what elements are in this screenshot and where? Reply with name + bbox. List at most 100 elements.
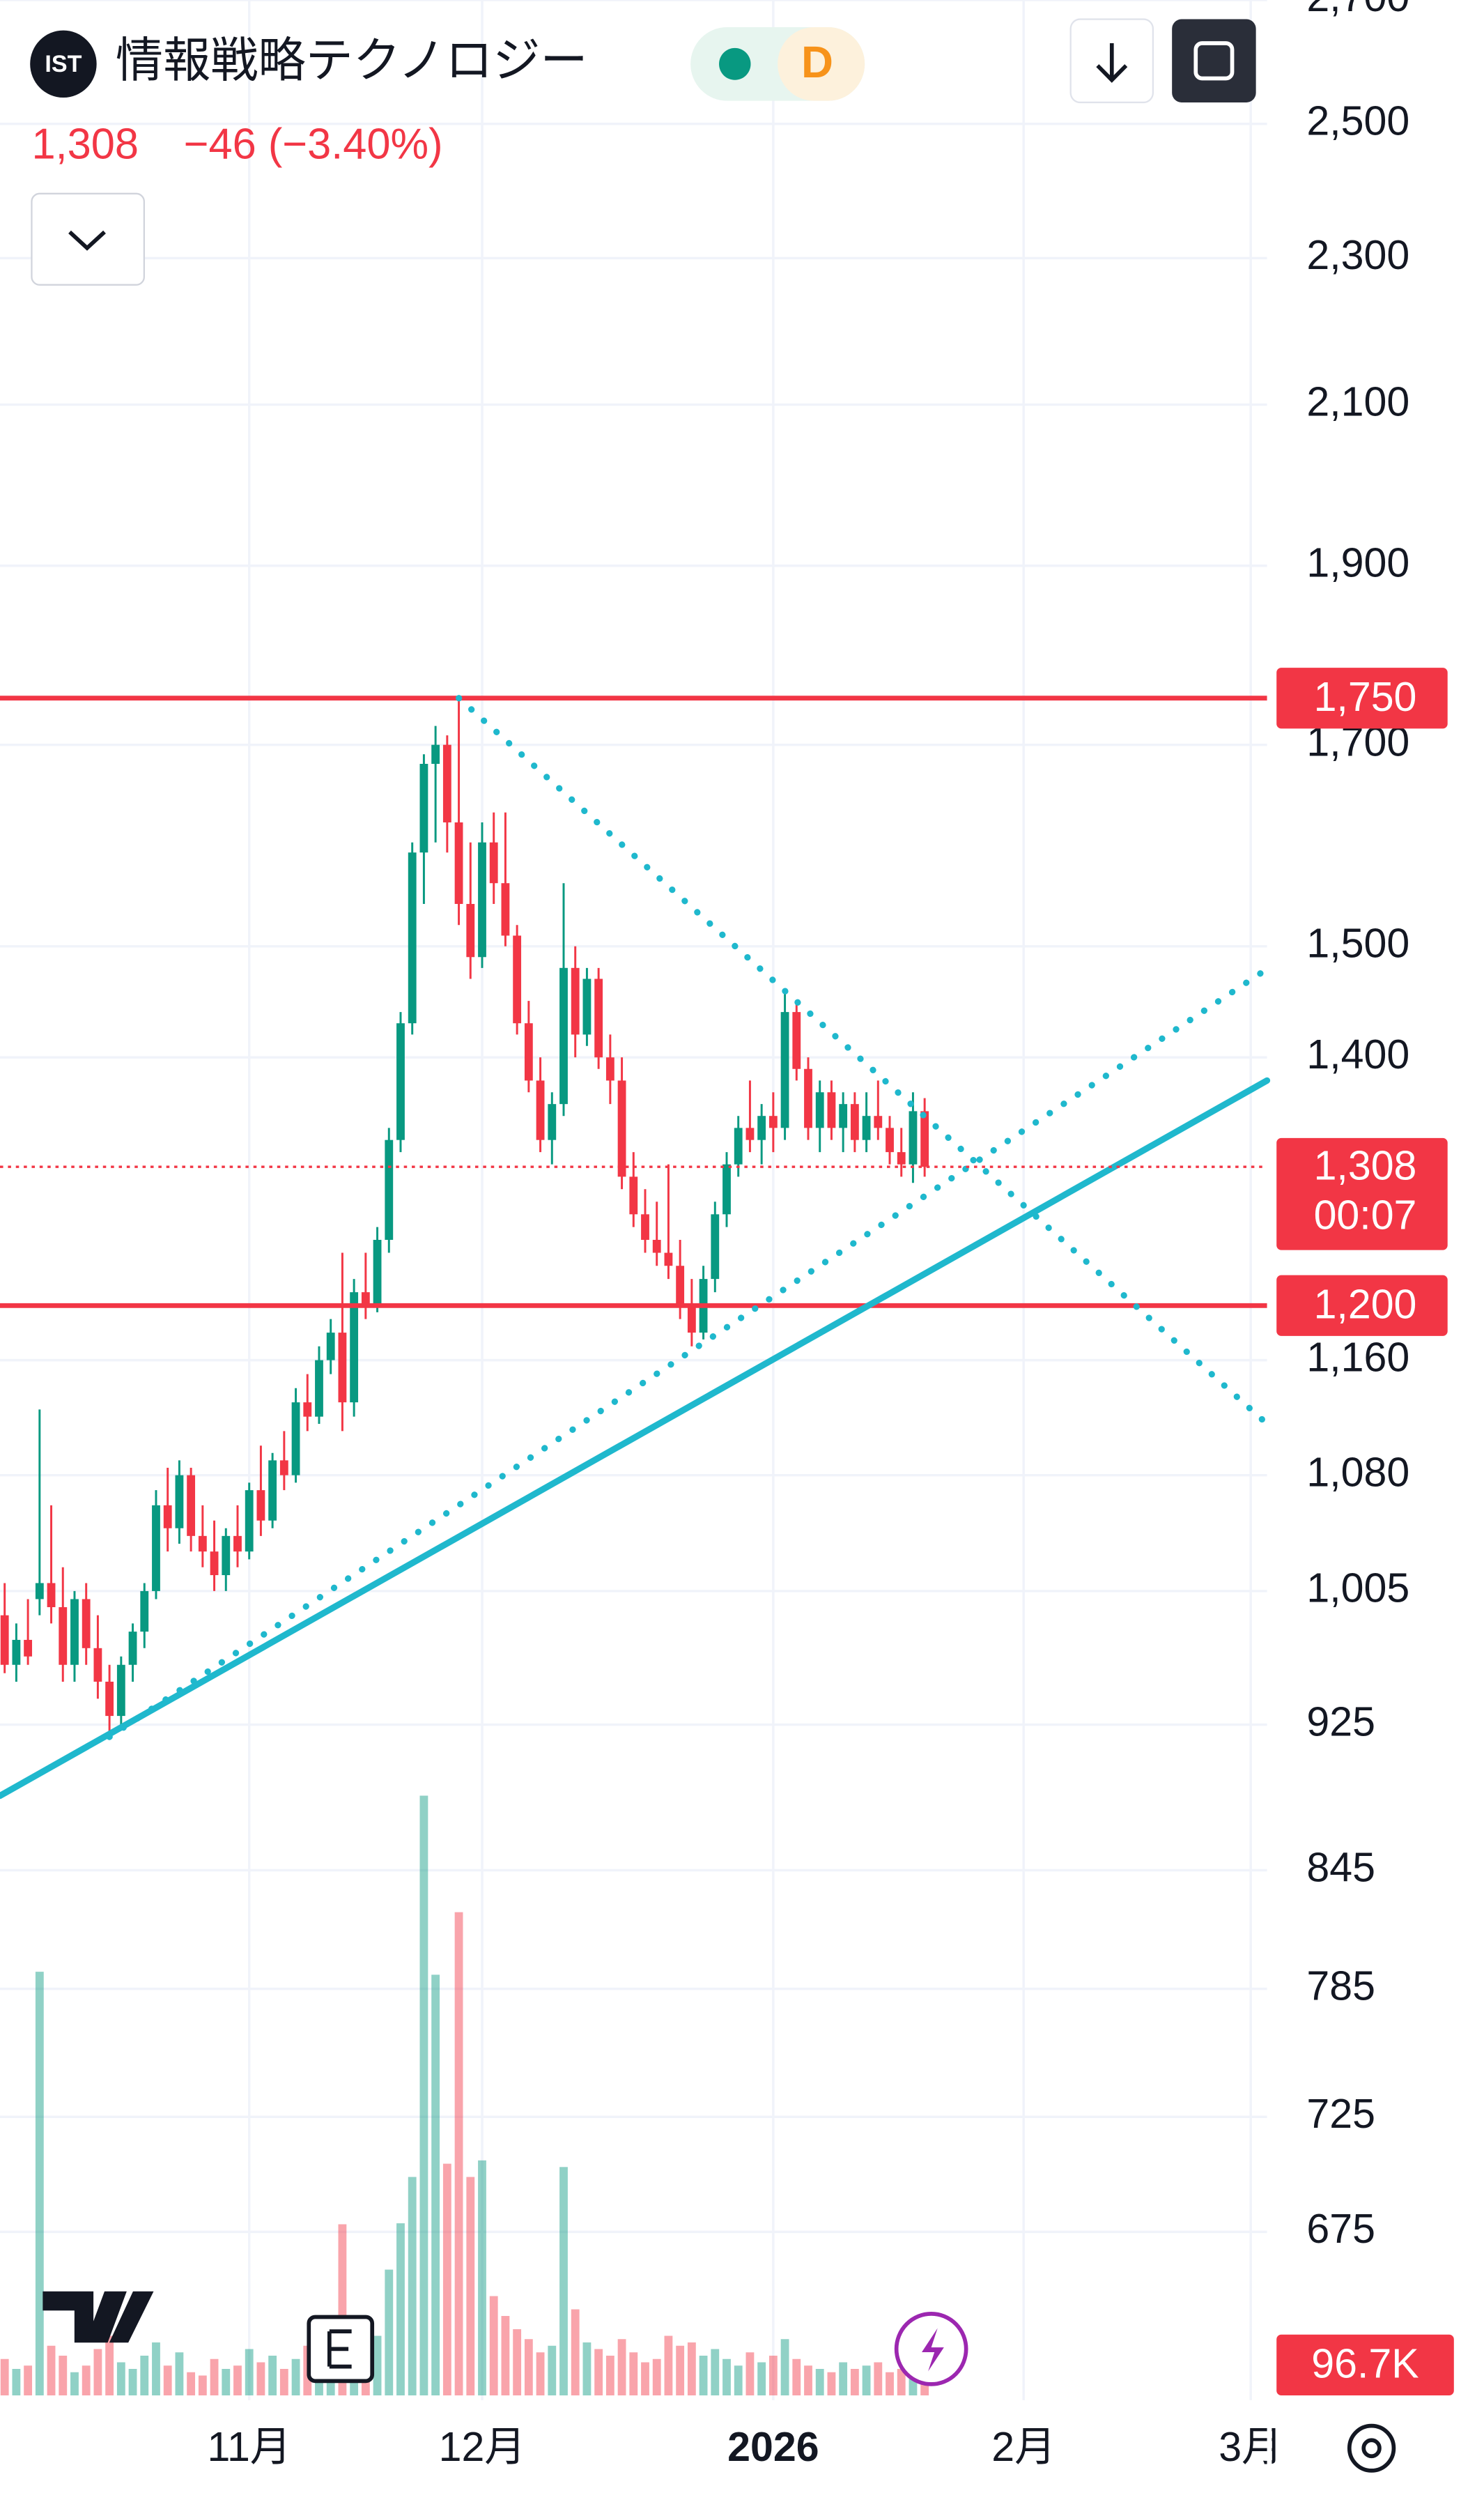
candle-body: [711, 1214, 720, 1280]
y-tick-label: 1,500: [1306, 919, 1409, 966]
volume-bar: [862, 2365, 871, 2395]
last-price-label: 1,308: [1314, 1142, 1417, 1188]
volume-bar: [815, 2368, 824, 2395]
header: IST 情報戦略テクノロジー D 1,308 −46 (−3.40%): [30, 18, 1256, 286]
volume-bar: [187, 2372, 196, 2395]
logo-text: IST: [45, 51, 82, 77]
volume-bar: [582, 2342, 592, 2395]
volume-label-box: [1276, 2334, 1454, 2395]
volume-bar: [419, 1795, 428, 2395]
volume-bar: [431, 1974, 440, 2395]
candle-body: [35, 1583, 44, 1599]
tv-logo[interactable]: [42, 2291, 154, 2343]
candle-body: [548, 1104, 557, 1140]
volume-bar: [93, 2349, 102, 2395]
candle-body: [233, 1535, 242, 1552]
candle-body: [140, 1590, 149, 1632]
candle-body: [326, 1333, 335, 1360]
y-tick-label: 1,160: [1306, 1333, 1409, 1380]
y-tick-label: 675: [1306, 2205, 1375, 2252]
candle-body: [780, 1012, 789, 1128]
volume-bar: [152, 2342, 160, 2395]
volume-bar: [0, 2358, 9, 2395]
candle-body: [442, 744, 451, 823]
volume-bar: [676, 2345, 685, 2395]
candle-body: [839, 1104, 848, 1128]
volume-bar: [722, 2358, 731, 2395]
volume-bar: [396, 2223, 405, 2395]
volume-bar: [664, 2335, 673, 2395]
collapse-button[interactable]: [31, 192, 145, 286]
candle-body: [59, 1607, 68, 1665]
volume-bar: [641, 2362, 649, 2395]
candle-body: [175, 1475, 184, 1528]
earnings-letter: [327, 2329, 352, 2369]
volume-bar: [804, 2365, 812, 2395]
countdown-label: 00:07: [1314, 1191, 1417, 1238]
x-tick-label: 2月: [991, 2423, 1056, 2470]
candle-body: [419, 764, 428, 853]
fullscreen-button[interactable]: [1172, 19, 1256, 102]
volume-bar: [757, 2362, 766, 2395]
candle-body: [47, 1583, 56, 1608]
volume-bar: [839, 2362, 848, 2395]
volume-bar: [175, 2352, 184, 2395]
candle-body: [676, 1266, 685, 1306]
volume-bar: [536, 2352, 545, 2395]
alert-bolt: [922, 2328, 944, 2372]
volume-bar: [256, 2362, 265, 2395]
volume-bar: [24, 2365, 33, 2395]
last-price: 1,308: [31, 120, 139, 168]
y-tick-label: 1,400: [1306, 1031, 1409, 1077]
volume-bar: [489, 2296, 498, 2395]
volume-bar: [385, 2269, 394, 2395]
volume-bar: [466, 2177, 475, 2395]
candle-body: [768, 1116, 778, 1128]
candle-body: [536, 1080, 545, 1140]
y-tick-label: 2,300: [1306, 231, 1409, 278]
volume-bar: [605, 2356, 615, 2395]
candle-body: [93, 1648, 102, 1682]
candle-body: [291, 1402, 300, 1475]
axis-edge-mask: [1267, 2408, 1272, 2505]
volume-bar: [617, 2339, 626, 2395]
candle-body: [256, 1490, 265, 1521]
settings-icon[interactable]: [1347, 2423, 1396, 2473]
y-tick-label: 725: [1306, 2090, 1375, 2137]
volume-bar: [279, 2368, 288, 2395]
volume-bar: [524, 2339, 533, 2395]
volume-bar: [548, 2345, 557, 2395]
candle-body: [431, 744, 440, 765]
candle-body: [605, 1057, 615, 1081]
volume-bar: [745, 2352, 755, 2395]
volume-bar: [198, 2375, 207, 2395]
symbol-title[interactable]: 情報戦略テクノロジー: [116, 33, 588, 87]
candle-body: [385, 1140, 394, 1240]
candle-body: [629, 1176, 638, 1215]
volume-bar: [513, 2329, 522, 2395]
volume-bar: [128, 2368, 137, 2395]
price-change: −46 (−3.40%): [184, 120, 443, 168]
volume-bar: [559, 2167, 568, 2395]
volume-bar: [105, 2335, 114, 2395]
volume-bar: [442, 2163, 451, 2395]
x-tick-label: 11月: [207, 2423, 291, 2470]
candle-body: [874, 1116, 883, 1128]
candle-body: [909, 1111, 918, 1165]
candle-body: [361, 1292, 370, 1306]
candle-body: [582, 979, 592, 1035]
interval[interactable]: D: [801, 37, 833, 87]
volume-bar: [222, 2368, 231, 2395]
volume-bar: [408, 2177, 417, 2395]
candle-body: [152, 1505, 160, 1591]
candle-body: [815, 1092, 824, 1128]
download-icon: [1096, 43, 1128, 83]
candle-body: [641, 1214, 649, 1240]
volume-bar: [47, 2345, 56, 2395]
volume-bar: [338, 2224, 347, 2395]
candle-body: [12, 1639, 21, 1665]
hline-label-box: [1276, 1275, 1448, 1336]
candle-body: [687, 1305, 696, 1333]
candle-body: [524, 1023, 533, 1081]
volume-bar: [373, 2335, 382, 2395]
